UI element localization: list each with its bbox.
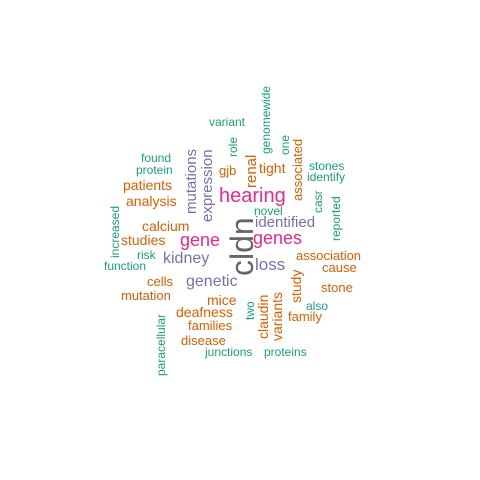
word-role: role [226, 136, 240, 157]
word-found: found [141, 151, 172, 165]
word-gene: gene [180, 230, 221, 250]
word-also: also [306, 299, 329, 313]
word-reported: reported [329, 196, 343, 241]
word-calcium: calcium [142, 218, 190, 234]
word-analysis: analysis [126, 193, 177, 209]
word-genetic: genetic [186, 273, 238, 290]
word-function: function [104, 259, 147, 273]
word-gjb: gjb [219, 163, 237, 178]
word-association: association [296, 248, 362, 263]
word-variants: variants [269, 291, 285, 341]
word-casr: casr [311, 190, 325, 213]
word-paracellular: paracellular [154, 313, 168, 376]
word-expression: expression [199, 149, 216, 222]
word-claudin: claudin [255, 294, 271, 339]
word-novel: novel [254, 204, 283, 218]
word-families: families [188, 318, 233, 333]
word-disease: disease [181, 333, 226, 348]
word-junctions: junctions [205, 345, 253, 359]
word-renal: renal [243, 154, 260, 188]
word-cells: cells [147, 274, 174, 289]
word-loss: loss [255, 255, 286, 274]
word-tight: tight [259, 160, 286, 176]
word-associated: associated [290, 138, 305, 201]
word-mice: mice [207, 292, 237, 308]
word-patients: patients [123, 177, 173, 193]
word-study: study [288, 269, 304, 303]
word-identify: identify [307, 170, 346, 184]
word-stone: stone [321, 280, 353, 295]
word-hearing: hearing [219, 185, 286, 207]
word-stones: stones [309, 159, 345, 173]
word-protein: protein [136, 163, 173, 177]
word-one: one [278, 134, 292, 155]
word-risk: risk [137, 248, 156, 262]
word-kidney: kidney [163, 250, 210, 267]
word-identified: identified [255, 214, 316, 231]
word-two: two [243, 301, 257, 320]
word-proteins: proteins [264, 345, 307, 359]
word-mutations: mutations [183, 148, 200, 214]
word-increased: increased [108, 205, 122, 258]
word-genes: genes [253, 228, 303, 248]
word-cause: cause [322, 260, 357, 275]
word-studies: studies [121, 232, 166, 248]
word-family: family [288, 309, 322, 324]
word-genomewide: genomewide [259, 85, 273, 154]
word-deafness: deafness [176, 304, 233, 320]
word-variant: variant [209, 115, 246, 129]
word-mutation: mutation [121, 288, 171, 303]
